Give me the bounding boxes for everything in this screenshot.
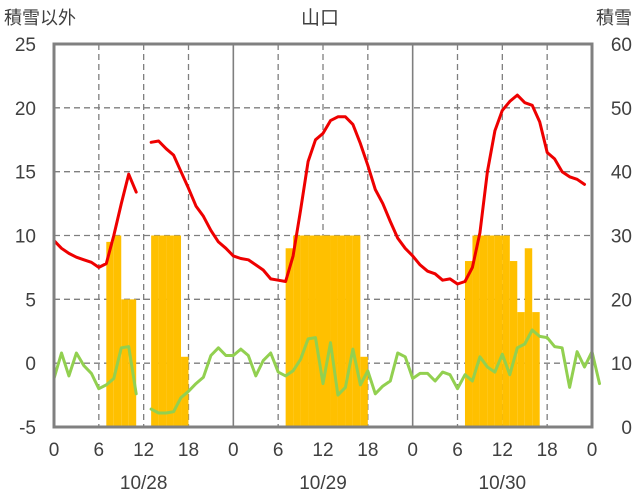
- snow-bar: [308, 235, 316, 427]
- x-tick-label: 0: [407, 440, 418, 461]
- right-tick-label: 40: [611, 163, 632, 184]
- x-tick-label: 18: [178, 440, 199, 461]
- snow-bar: [472, 235, 480, 427]
- left-tick-label: 5: [25, 290, 36, 311]
- snow-bar: [113, 235, 122, 427]
- snow-bar: [337, 235, 346, 427]
- x-tick-label: 6: [273, 440, 284, 461]
- snow-bar: [464, 261, 473, 427]
- x-tick-label: 12: [492, 440, 513, 461]
- snow-bar: [345, 235, 353, 427]
- snow-bar: [300, 235, 309, 427]
- x-tick-label: 0: [587, 440, 598, 461]
- x-tick-label: 6: [94, 440, 105, 461]
- x-tick-label: 12: [133, 440, 154, 461]
- green-series-line: [52, 345, 138, 396]
- snow-bar: [181, 356, 189, 427]
- x-tick-label: 0: [49, 440, 60, 461]
- left-tick-label: 15: [15, 163, 36, 184]
- snow-bar: [532, 312, 540, 427]
- snow-bar: [323, 235, 331, 427]
- snow-bar: [352, 235, 361, 427]
- snow-depth-bars: [106, 235, 540, 427]
- red-series-line: [52, 172, 138, 269]
- right-tick-label: 10: [611, 354, 632, 375]
- x-tick-label: 18: [537, 440, 558, 461]
- left-tick-label: 10: [15, 227, 36, 248]
- left-y-tick-labels: 25 20 15 10 5 0 -5: [15, 35, 36, 439]
- snow-bar: [487, 235, 495, 427]
- right-axis-label: 積雪: [596, 8, 632, 29]
- snow-bar: [494, 235, 503, 427]
- left-tick-label: -5: [19, 418, 36, 439]
- left-tick-label: 25: [15, 35, 36, 56]
- series-lines: [52, 93, 601, 415]
- x-tick-label: 18: [357, 440, 378, 461]
- snow-bar: [517, 312, 525, 427]
- left-axis-label: 積雪以外: [4, 8, 76, 29]
- snow-bar: [502, 235, 510, 427]
- snow-bar: [509, 261, 518, 427]
- date-label: 10/30: [479, 473, 527, 494]
- x-tick-label: 6: [452, 440, 463, 461]
- date-label: 10/29: [299, 473, 347, 494]
- right-tick-label: 50: [611, 99, 632, 120]
- x-tick-labels: 0 6 12 18 0 6 12 18 0 6 12 18 0: [49, 440, 598, 461]
- snow-bar: [106, 241, 114, 427]
- green-series-line: [149, 328, 601, 415]
- right-tick-label: 30: [611, 227, 632, 248]
- chart-title: 山口: [301, 7, 339, 29]
- snow-bar: [121, 299, 129, 427]
- snow-bar: [479, 235, 488, 427]
- x-tick-label: 0: [228, 440, 239, 461]
- snow-bar: [173, 235, 182, 427]
- snow-bar: [360, 356, 368, 427]
- right-tick-label: 20: [611, 290, 632, 311]
- right-tick-label: 60: [611, 35, 632, 56]
- right-tick-label: 0: [621, 418, 632, 439]
- plot-frame: [52, 42, 594, 429]
- snow-bar: [151, 235, 159, 427]
- left-tick-label: 20: [15, 99, 36, 120]
- snow-bar: [285, 248, 294, 427]
- snow-bar: [166, 235, 174, 427]
- snow-bar: [315, 235, 323, 427]
- red-series-line: [149, 93, 586, 286]
- x-tick-label: 12: [312, 440, 333, 461]
- right-y-tick-labels: 60 50 40 30 20 10 0: [611, 35, 632, 439]
- date-labels: 10/28 10/29 10/30: [120, 473, 526, 494]
- date-label: 10/28: [120, 473, 168, 494]
- snow-bar: [158, 235, 167, 427]
- snow-bar: [293, 235, 301, 427]
- left-tick-label: 0: [25, 354, 36, 375]
- snow-bar: [330, 235, 338, 427]
